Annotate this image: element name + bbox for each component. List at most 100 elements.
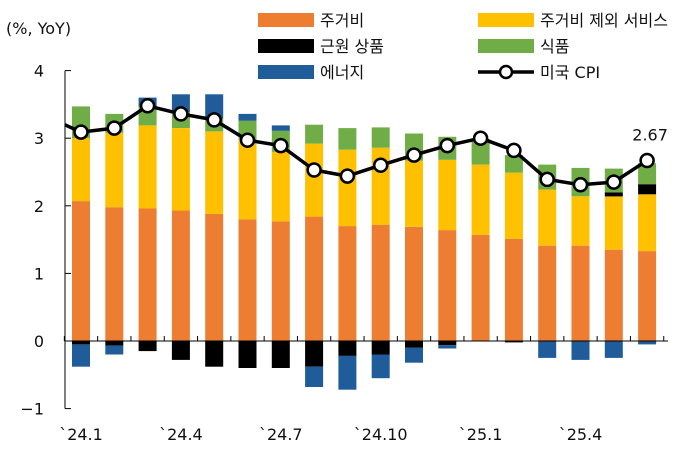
y-tick-label: 0 (34, 332, 44, 351)
y-tick-label: 2 (34, 197, 44, 216)
cpi-point-7 (306, 162, 322, 178)
bar-1-12 (471, 164, 490, 235)
cpi-point-8 (339, 168, 356, 184)
legend-label-0: 주거비 (320, 11, 364, 30)
bar-3-12 (471, 138, 490, 165)
bar-4-15 (571, 341, 590, 360)
unit-label: (%, YoY) (6, 19, 71, 38)
cpi-point-6 (273, 137, 289, 154)
bar-1-4 (205, 131, 224, 214)
bar-4-0 (72, 344, 90, 367)
bar-1-13 (504, 172, 523, 239)
cpi-point-13 (506, 142, 522, 159)
bar-1-1 (105, 132, 124, 208)
bar-0-16 (604, 249, 623, 341)
bar-0-4 (205, 213, 224, 341)
legend-swatch-2 (258, 39, 314, 53)
legend-label-5: 미국 CPI (540, 63, 600, 82)
bar-1-7 (305, 143, 324, 217)
last-value-label: 2.67 (632, 126, 668, 145)
cpi-line-group (64, 98, 655, 193)
bar-2-4 (205, 341, 224, 367)
x-tick-label: `24.1 (59, 425, 103, 444)
bar-2-2 (138, 341, 157, 352)
bar-1-3 (171, 128, 190, 211)
bar-1-8 (338, 149, 357, 227)
bar-2-8 (338, 341, 357, 356)
bar-0-11 (438, 230, 457, 341)
bar-2-5 (238, 341, 257, 368)
bar-4-8 (338, 355, 357, 390)
axes: −1 0 1 2 3 4 `24.1 `24.4 `24.7 `24.10 `25.1 `25.4 (20, 62, 668, 444)
cpi-point-12 (472, 130, 489, 146)
bar-2-11 (438, 341, 457, 346)
cpi-point-0 (73, 124, 89, 140)
bar-2-6 (271, 341, 290, 368)
legend-marker (498, 64, 514, 80)
bar-0-0 (72, 201, 90, 341)
y-tick-label: −1 (20, 400, 44, 419)
legend-swatch-3 (478, 39, 534, 53)
x-tick-label: `24.7 (259, 425, 303, 444)
cpi-point-14 (539, 171, 555, 188)
cpi-point-5 (239, 132, 256, 148)
legend-swatch-1 (478, 13, 534, 27)
bar-0-10 (405, 226, 423, 341)
cpi-point-4 (206, 112, 222, 128)
bar-2-17 (638, 184, 657, 195)
bar-2-9 (371, 341, 390, 355)
bar-0-3 (171, 210, 190, 341)
bar-2-3 (171, 341, 190, 360)
bar-1-2 (138, 125, 157, 209)
bar-4-9 (371, 354, 390, 379)
y-tick-label: 3 (34, 129, 44, 148)
bar-4-11 (438, 345, 457, 349)
bar-3-17 (638, 163, 657, 185)
cpi-point-9 (372, 157, 389, 173)
cpi-point-15 (572, 177, 589, 193)
cpi-point-1 (106, 120, 123, 136)
bar-1-15 (571, 196, 590, 246)
bar-2-10 (405, 341, 423, 348)
bar-4-1 (105, 345, 124, 355)
bar-3-9 (371, 127, 390, 148)
bar-2-13 (504, 341, 523, 343)
cpi-point-16 (606, 174, 622, 190)
bar-2-7 (305, 341, 324, 367)
bar-0-1 (105, 207, 124, 341)
bar-4-10 (405, 347, 423, 363)
bar-1-11 (438, 159, 457, 231)
x-tick-label: `24.4 (159, 425, 203, 444)
bar-0-8 (338, 226, 357, 341)
cpi-point-2 (139, 98, 156, 114)
bar-4-16 (604, 341, 623, 358)
bar-4-6 (271, 125, 290, 131)
bar-0-14 (538, 245, 557, 341)
bar-1-5 (238, 140, 257, 220)
legend-label-1: 주거비 제외 서비스 (540, 11, 668, 30)
bar-3-7 (305, 124, 324, 144)
bar-1-10 (405, 160, 423, 227)
bar-2-16 (604, 192, 623, 197)
bar-0-7 (305, 216, 324, 341)
bar-0-17 (638, 251, 657, 341)
x-tick-label: `25.4 (559, 425, 603, 444)
bar-0-6 (271, 221, 290, 341)
bar-1-16 (604, 196, 623, 250)
bar-4-4 (205, 94, 224, 119)
bar-4-17 (638, 341, 657, 345)
legend-label-2: 근원 상품 (320, 37, 384, 56)
bar-4-3 (171, 94, 190, 112)
cpi-point-10 (406, 147, 422, 163)
bar-group (72, 94, 657, 390)
cpi-point-17 (639, 152, 655, 169)
x-tick-label: `25.1 (459, 425, 503, 444)
bar-0-9 (371, 224, 390, 341)
cpi-point-11 (439, 137, 456, 154)
legend-label-3: 식품 (540, 37, 569, 56)
bar-1-14 (538, 189, 557, 246)
bar-3-13 (504, 155, 523, 173)
bar-0-2 (138, 208, 157, 341)
